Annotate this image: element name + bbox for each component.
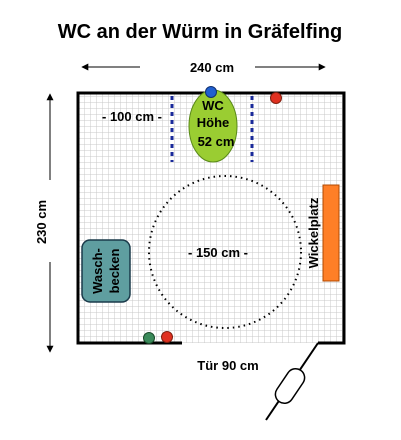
width-label: 240 cm [190,60,234,75]
sink-label-1: Wasch- [90,248,105,294]
page-title: WC an der Würm in Gräfelfing [58,21,342,43]
light-switch-icon [143,332,155,344]
toilet-label-3: 52 cm [198,134,235,149]
door-handle-icon [274,367,306,405]
toilet-label-2: Höhe [197,115,230,130]
side-clearance-label: - 100 cm - [102,109,162,124]
sink [81,239,131,303]
flush-button-icon [205,86,217,98]
changing-table [322,184,340,282]
alarm-button-icon [161,331,173,343]
turning-circle-label: - 150 cm - [188,245,248,260]
turning-circle [148,175,302,329]
sink-label-2: becken [107,249,122,294]
changing-table-label: Wickelplatz [306,197,321,268]
door-label: Tür 90 cm [197,358,258,373]
height-label: 230 cm [34,200,49,244]
toilet-label-1: WC [202,98,224,113]
emergency-button-icon [270,92,282,104]
